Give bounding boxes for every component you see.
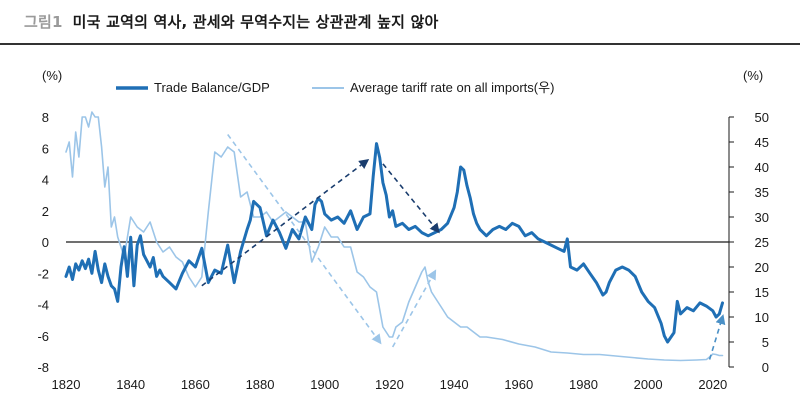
series-line-tariff [65, 111, 724, 362]
right-tick-label: 0 [762, 360, 769, 375]
x-tick-label: 2000 [634, 377, 663, 392]
legend: Trade Balance/GDP Average tariff rate on… [116, 80, 554, 95]
annotation-arrow [382, 163, 440, 234]
annotation-arrow [391, 269, 437, 348]
right-tick-label: 15 [755, 285, 769, 300]
left-tick-label: 8 [42, 110, 49, 125]
left-tick-label: -6 [37, 329, 49, 344]
legend-label-tariff: Average tariff rate on all imports(우) [350, 80, 554, 95]
left-tick-label: 0 [42, 235, 49, 250]
x-tick-label: 1920 [375, 377, 404, 392]
x-tick-label: 1860 [181, 377, 210, 392]
right-axis-unit: (%) [743, 68, 763, 83]
annotation-arrow [201, 158, 370, 287]
right-tick-label: 25 [755, 235, 769, 250]
right-tick-label: 40 [755, 160, 769, 175]
right-tick-label: 30 [755, 210, 769, 225]
right-tick-label: 5 [762, 335, 769, 350]
left-tick-label: -2 [37, 266, 49, 281]
x-tick-label: 1960 [504, 377, 533, 392]
left-tick-label: -8 [37, 360, 49, 375]
figure-title-text: 미국 교역의 역사, 관세와 무역수지는 상관관계 높지 않아 [72, 13, 439, 31]
title-divider [0, 43, 800, 45]
series-layer [64, 111, 724, 362]
x-tick-label: 1940 [440, 377, 469, 392]
right-tick-label: 35 [755, 185, 769, 200]
figure-title: 그림1 미국 교역의 역사, 관세와 무역수지는 상관관계 높지 않아 [24, 11, 439, 32]
left-tick-label: 2 [42, 204, 49, 219]
left-axis-unit: (%) [42, 68, 62, 83]
right-tick-label: 50 [755, 110, 769, 125]
annotation-arrow [708, 314, 726, 360]
right-tick-label: 45 [755, 135, 769, 150]
figure-label: 그림1 [24, 13, 63, 31]
x-tick-label: 1980 [569, 377, 598, 392]
annotation-layer [201, 134, 726, 360]
legend-label-trade-balance: Trade Balance/GDP [154, 80, 270, 95]
right-tick-label: 20 [755, 260, 769, 275]
left-tick-label: 4 [42, 173, 49, 188]
x-tick-label: 1840 [116, 377, 145, 392]
x-tick-label: 1900 [310, 377, 339, 392]
annotation-arrow [227, 134, 382, 345]
title-bar: 그림1 미국 교역의 역사, 관세와 무역수지는 상관관계 높지 않아 [0, 0, 800, 44]
x-axis-ticks: 1820 1840 1860 1880 1900 1920 1940 1960 1980 2000… [52, 377, 728, 392]
series-line-trade-balance [64, 142, 724, 344]
x-tick-label: 2020 [698, 377, 727, 392]
right-tick-label: 10 [755, 310, 769, 325]
x-tick-label: 1880 [246, 377, 275, 392]
left-tick-label: -4 [37, 298, 49, 313]
left-axis-ticks: 8 6 4 2 0 -2 -4 -6 -8 [37, 110, 49, 375]
x-tick-label: 1820 [52, 377, 81, 392]
left-tick-label: 6 [42, 141, 49, 156]
